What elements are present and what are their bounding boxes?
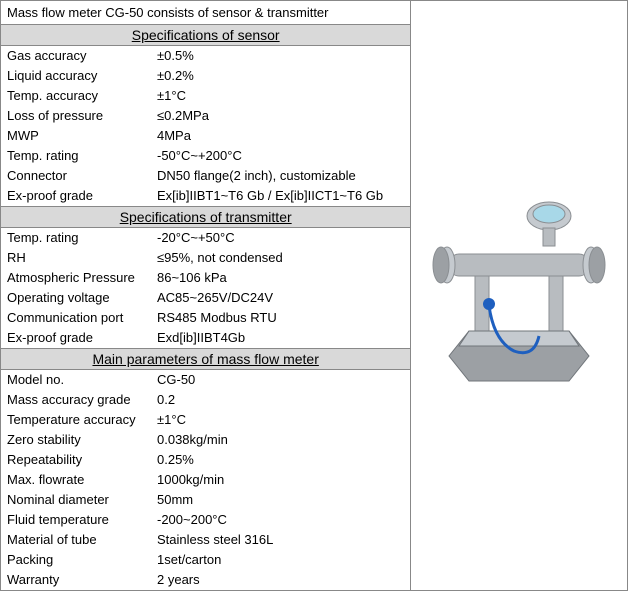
spec-label: Warranty xyxy=(7,571,157,589)
spec-row: Warranty2 years xyxy=(1,570,410,590)
spec-label: Packing xyxy=(7,551,157,569)
spec-row: Temp. accuracy±1°C xyxy=(1,86,410,106)
spec-label: Operating voltage xyxy=(7,289,157,307)
spec-row: Temp. rating-50°C~+200°C xyxy=(1,146,410,166)
spec-row: RH≤95%, not condensed xyxy=(1,248,410,268)
spec-label: Temperature accuracy xyxy=(7,411,157,429)
spec-label: Model no. xyxy=(7,371,157,389)
spec-value: AC85~265V/DC24V xyxy=(157,289,404,307)
spec-row: Nominal diameter50mm xyxy=(1,490,410,510)
spec-value: DN50 flange(2 inch), customizable xyxy=(157,167,404,185)
spec-value: 0.038kg/min xyxy=(157,431,404,449)
spec-row: Ex-proof gradeEx[ib]IIBT1~T6 Gb / Ex[ib]… xyxy=(1,186,410,206)
spec-label: Temp. rating xyxy=(7,229,157,247)
spec-row: Material of tubeStainless steel 316L xyxy=(1,530,410,550)
spec-row: Temp. rating-20°C~+50°C xyxy=(1,228,410,248)
spec-label: Atmospheric Pressure xyxy=(7,269,157,287)
spec-row: Atmospheric Pressure86~106 kPa xyxy=(1,268,410,288)
spec-value: ≤0.2MPa xyxy=(157,107,404,125)
spec-label: Material of tube xyxy=(7,531,157,549)
spec-row: Operating voltageAC85~265V/DC24V xyxy=(1,288,410,308)
spec-row: Temperature accuracy±1°C xyxy=(1,410,410,430)
spec-label: RH xyxy=(7,249,157,267)
spec-label: Mass accuracy grade xyxy=(7,391,157,409)
spec-row: Fluid temperature-200~200°C xyxy=(1,510,410,530)
spec-value: 50mm xyxy=(157,491,404,509)
spec-label: Fluid temperature xyxy=(7,511,157,529)
spec-value: RS485 Modbus RTU xyxy=(157,309,404,327)
section-header: Main parameters of mass flow meter xyxy=(1,348,410,370)
spec-value: 1set/carton xyxy=(157,551,404,569)
spec-row: MWP4MPa xyxy=(1,126,410,146)
spec-value: ±1°C xyxy=(157,411,404,429)
spec-sheet: Mass flow meter CG-50 consists of sensor… xyxy=(0,0,628,591)
spec-row: Communication portRS485 Modbus RTU xyxy=(1,308,410,328)
spec-row: Gas accuracy±0.5% xyxy=(1,46,410,66)
spec-value: ±1°C xyxy=(157,87,404,105)
spec-row: Loss of pressure≤0.2MPa xyxy=(1,106,410,126)
spec-tables: Mass flow meter CG-50 consists of sensor… xyxy=(1,1,411,590)
spec-label: Temp. rating xyxy=(7,147,157,165)
spec-value: -200~200°C xyxy=(157,511,404,529)
section-header: Specifications of transmitter xyxy=(1,206,410,228)
spec-label: Gas accuracy xyxy=(7,47,157,65)
spec-value: 1000kg/min xyxy=(157,471,404,489)
spec-row: Model no.CG-50 xyxy=(1,370,410,390)
spec-label: Repeatability xyxy=(7,451,157,469)
flow-meter-illustration xyxy=(419,186,619,406)
spec-row: Liquid accuracy±0.2% xyxy=(1,66,410,86)
spec-value: ±0.5% xyxy=(157,47,404,65)
spec-label: Temp. accuracy xyxy=(7,87,157,105)
spec-value: 0.2 xyxy=(157,391,404,409)
spec-value: 4MPa xyxy=(157,127,404,145)
spec-value: Stainless steel 316L xyxy=(157,531,404,549)
spec-label: Max. flowrate xyxy=(7,471,157,489)
spec-row: Zero stability0.038kg/min xyxy=(1,430,410,450)
spec-value: CG-50 xyxy=(157,371,404,389)
spec-value: -20°C~+50°C xyxy=(157,229,404,247)
spec-value: ≤95%, not condensed xyxy=(157,249,404,267)
product-image-panel xyxy=(411,1,627,590)
spec-row: Max. flowrate1000kg/min xyxy=(1,470,410,490)
spec-row: Repeatability0.25% xyxy=(1,450,410,470)
spec-label: Nominal diameter xyxy=(7,491,157,509)
spec-label: Zero stability xyxy=(7,431,157,449)
spec-value: 0.25% xyxy=(157,451,404,469)
spec-value: 2 years xyxy=(157,571,404,589)
spec-value: -50°C~+200°C xyxy=(157,147,404,165)
spec-label: Ex-proof grade xyxy=(7,187,157,205)
spec-label: Communication port xyxy=(7,309,157,327)
spec-row: Ex-proof gradeExd[ib]IIBT4Gb xyxy=(1,328,410,348)
section-header: Specifications of sensor xyxy=(1,25,410,46)
spec-value: ±0.2% xyxy=(157,67,404,85)
spec-value: 86~106 kPa xyxy=(157,269,404,287)
spec-label: Liquid accuracy xyxy=(7,67,157,85)
spec-row: ConnectorDN50 flange(2 inch), customizab… xyxy=(1,166,410,186)
sheet-title: Mass flow meter CG-50 consists of sensor… xyxy=(1,1,410,25)
spec-label: Ex-proof grade xyxy=(7,329,157,347)
spec-label: Connector xyxy=(7,167,157,185)
spec-row: Mass accuracy grade0.2 xyxy=(1,390,410,410)
spec-value: Ex[ib]IIBT1~T6 Gb / Ex[ib]IICT1~T6 Gb xyxy=(157,187,404,205)
spec-row: Packing1set/carton xyxy=(1,550,410,570)
spec-label: Loss of pressure xyxy=(7,107,157,125)
spec-value: Exd[ib]IIBT4Gb xyxy=(157,329,404,347)
spec-label: MWP xyxy=(7,127,157,145)
